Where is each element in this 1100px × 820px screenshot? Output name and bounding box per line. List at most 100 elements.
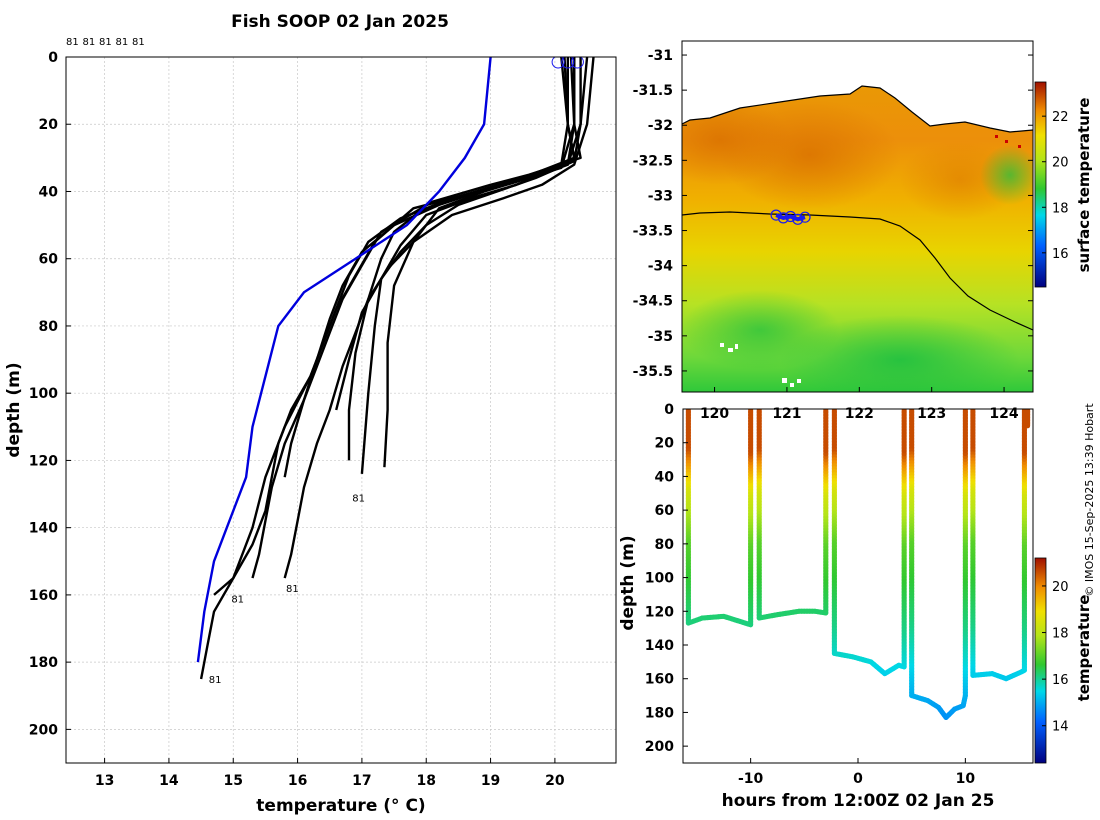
y-tick-label: 60 <box>655 503 675 519</box>
depth-time-trace <box>685 409 1031 720</box>
map-y-tick-label: -31 <box>648 48 673 64</box>
sst-colorbar-label: surface temperature <box>1075 98 1093 273</box>
y-tick-label: 40 <box>655 469 675 485</box>
depth-time-y-label: depth (m) <box>618 535 638 630</box>
profile-5 <box>347 57 569 461</box>
temp-colorbar-ticks: 14 16 18 20 <box>1042 580 1069 735</box>
y-tick-label: 20 <box>655 436 675 452</box>
y-tick-label: 20 <box>39 117 59 133</box>
track-marker <box>770 209 782 221</box>
profile-y-label: depth (m) <box>4 362 24 457</box>
x-tick-label: 18 <box>416 773 435 789</box>
y-tick-label: 140 <box>645 638 674 654</box>
track-marker <box>792 213 804 225</box>
y-tick-label: 160 <box>645 672 674 688</box>
x-tick-label: 14 <box>159 773 179 789</box>
x-tick-label: 19 <box>481 773 500 789</box>
y-tick-label: 200 <box>29 722 58 738</box>
profile-y-ticks: 0 20 40 60 80 100 120 140 160 180 200 <box>29 50 71 738</box>
map-y-tick-label: -33.5 <box>633 224 673 240</box>
cb-tick-label: 16 <box>1052 673 1069 688</box>
y-tick-label: 180 <box>29 655 58 671</box>
track-marker <box>777 212 789 224</box>
depth-time-axes-box <box>682 408 1034 764</box>
depth-time-x-ticks: -10 0 10 <box>738 758 975 787</box>
map-x-tick-label: 120 <box>700 406 729 422</box>
map-x-ticks: 120 121 122 123 124 <box>700 387 1019 422</box>
map-x-tick-label: 124 <box>989 406 1018 422</box>
profile-x-label: temperature (° C) <box>256 796 425 816</box>
profile-x-ticks: 13 14 15 16 17 18 19 20 <box>95 758 565 789</box>
x-tick-label: -10 <box>738 771 764 787</box>
map-y-tick-label: -32 <box>648 118 673 134</box>
y-tick-label: 200 <box>645 739 674 755</box>
end-label: 81 <box>231 594 244 605</box>
surface-marker <box>561 57 575 69</box>
x-tick-label: 15 <box>224 773 243 789</box>
x-tick-label: 20 <box>545 773 565 789</box>
profile-axes-box <box>65 56 617 764</box>
sst-colorbar-ticks: 16 18 20 22 <box>1042 110 1069 262</box>
map-y-tick-label: -35 <box>648 329 673 345</box>
x-tick-label: 13 <box>95 773 114 789</box>
y-tick-label: 100 <box>645 571 674 587</box>
temp-colorbar-label: temperature <box>1075 595 1093 702</box>
map-y-tick-label: -33 <box>648 188 673 204</box>
map-x-tick-label: 123 <box>917 406 946 422</box>
map-axes-box <box>681 40 1034 393</box>
cb-tick-label: 18 <box>1052 201 1069 216</box>
x-tick-label: 17 <box>352 773 371 789</box>
cb-tick-label: 20 <box>1052 580 1069 595</box>
map-x-tick-label: 121 <box>772 406 801 422</box>
cb-tick-label: 14 <box>1052 720 1069 735</box>
climatology-line <box>196 57 492 663</box>
y-tick-label: 80 <box>39 319 59 335</box>
cb-tick-label: 16 <box>1052 247 1069 262</box>
depth-time-x-label: hours from 12:00Z 02 Jan 25 <box>722 791 995 811</box>
top-label: 81 <box>66 37 79 48</box>
deployment-track <box>770 209 811 225</box>
figure-title: Fish SOOP 02 Jan 2025 <box>231 12 449 32</box>
profile-6 <box>383 57 576 468</box>
y-tick-label: 120 <box>29 453 58 469</box>
top-label: 81 <box>99 37 112 48</box>
track-marker <box>784 210 797 223</box>
top-labels: 81 81 81 81 81 <box>66 37 145 48</box>
y-tick-label: 180 <box>645 705 674 721</box>
end-label: 81 <box>286 584 299 595</box>
map-y-tick-label: -32.5 <box>633 153 673 169</box>
y-tick-label: 100 <box>29 386 58 402</box>
end-label: 81 <box>352 493 365 504</box>
cb-tick-label: 18 <box>1052 627 1069 642</box>
profile-lines <box>196 57 595 680</box>
y-tick-label: 80 <box>655 537 675 553</box>
shelf-contour <box>682 211 1033 331</box>
y-tick-label: 140 <box>29 521 58 537</box>
cb-tick-label: 20 <box>1052 156 1069 171</box>
top-label: 81 <box>116 37 129 48</box>
profile-9 <box>335 57 589 411</box>
profile-grid <box>66 56 616 763</box>
y-tick-label: 160 <box>29 588 58 604</box>
top-label: 81 <box>132 37 145 48</box>
surface-marker <box>570 57 584 69</box>
y-tick-label: 40 <box>39 184 59 200</box>
map-y-tick-label: -31.5 <box>633 83 673 99</box>
profile-7 <box>360 57 582 474</box>
coastline <box>682 85 1033 133</box>
x-tick-label: 0 <box>853 771 863 787</box>
top-label: 81 <box>83 37 96 48</box>
x-tick-label: 10 <box>956 771 976 787</box>
y-tick-label: 120 <box>645 604 674 620</box>
end-label: 81 <box>209 675 222 686</box>
map-y-ticks: -31 -31.5 -32 -32.5 -33 -33.5 -34 -34.5 -35 -35.5 <box>633 48 1033 380</box>
depth-time-y-ticks: 0 20 40 60 80 100 120 140 160 180 200 <box>645 402 688 755</box>
map-y-tick-label: -34 <box>648 259 674 275</box>
y-tick-label: 60 <box>39 252 59 268</box>
profile-end-labels: 81 81 81 81 <box>209 493 365 686</box>
sst-map-image <box>682 41 1033 392</box>
y-tick-label: 0 <box>48 50 58 66</box>
track-marker <box>799 211 811 223</box>
y-tick-label: 0 <box>664 402 674 418</box>
